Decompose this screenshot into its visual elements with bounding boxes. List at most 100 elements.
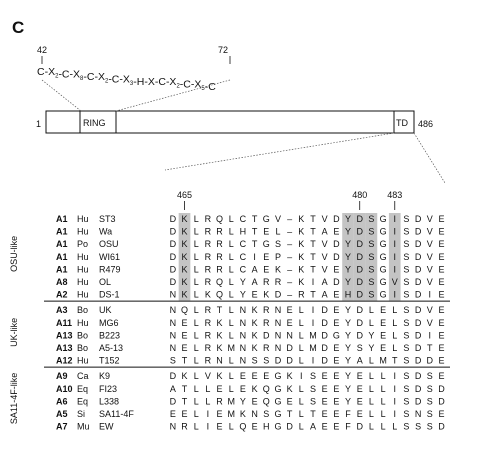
position-markers: 465 480 483 [177, 190, 402, 210]
motif-residue: -C [180, 79, 191, 91]
species-label: Si [77, 409, 85, 419]
strain-label: UK [99, 305, 112, 315]
alignment-rows: A1 Hu ST3 D K L R Q L C T G V – K T V D Y D S G I S D V E A1 Hu Wa D K L… [56, 214, 445, 432]
ring-domain-label: RING [83, 118, 106, 128]
alignment-row: A8 Hu OL D K L R Q L Y A R R – K I A D Y D S G V S D V E [56, 277, 444, 287]
motif-residue: -X [144, 76, 155, 88]
strain-label: R479 [99, 264, 121, 274]
protein-end-label: 486 [418, 119, 433, 129]
protein-schematic: 1 RING TD 486 [36, 79, 446, 184]
shaded-column [178, 213, 191, 301]
residue-sequence: D K L R Q L Y A R R – K I A D Y D S G V S D V E [170, 277, 445, 287]
residue-sequence: D K L R R L H T E L – K T A E Y D S G I S D V E [170, 227, 445, 237]
genotype-label: A11 [56, 318, 72, 328]
species-label: Bo [77, 330, 88, 340]
motif-residue: -C [58, 69, 69, 81]
alignment-row: A3 Bo UK N Q L R T L N K R N E L I D E Y D L E L S D V E [56, 305, 444, 315]
alignment-row: A6 Eq L338 D T L L R M Y E Q G E L S E E Y E L L I S D S D [56, 396, 445, 406]
residue-sequence: D K L R R L C I E P – K T V D Y D S G I S D V E [170, 252, 445, 262]
genotype-label: A1 [56, 264, 68, 274]
strain-label: ST3 [99, 214, 116, 224]
td-domain [393, 110, 415, 134]
alignment-row: A11 Hu MG6 N E L R K L N K R N E L I D E Y D L E L S D V E [56, 318, 444, 328]
species-label: Mu [77, 422, 90, 432]
species-label: Eq [77, 396, 88, 406]
sequence-alignment: 465 480 483 A1 Hu ST3 D K L R Q L C T G V – K T V D Y D S G I S D V… [9, 190, 450, 432]
motif-zoom-line-left [41, 79, 82, 112]
strain-label: T152 [99, 356, 120, 366]
alignment-row: A12 Hu T152 S T L R N L N S S D D L I D E Y A L M T S D D E [56, 356, 444, 366]
protein-start-label: 1 [36, 119, 41, 129]
genotype-label: A7 [56, 422, 68, 432]
genotype-label: A1 [56, 227, 68, 237]
species-label: Hu [77, 264, 89, 274]
species-label: Po [77, 239, 88, 249]
motif-residue: -X [191, 79, 202, 91]
genotype-label: A13 [56, 330, 73, 340]
genotype-label: A3 [56, 305, 68, 315]
species-label: Bo [77, 343, 88, 353]
group-label: OSU-like [9, 236, 19, 272]
motif-residue: -X [166, 76, 177, 88]
genotype-label: A5 [56, 409, 68, 419]
strain-label: Wa [99, 227, 112, 237]
position-marker-label: 483 [387, 190, 402, 200]
motif-residue: -C [108, 74, 119, 86]
motif-start-position: 42 [37, 45, 47, 55]
species-label: Hu [77, 277, 89, 287]
motif-residue: C [37, 66, 45, 78]
residue-sequence: D K L R R L C A E K – K T V E Y D S G I S D V E [170, 264, 445, 274]
strain-label: EW [99, 422, 114, 432]
group-label: UK-like [9, 318, 19, 347]
motif-residue: -X [94, 71, 105, 83]
species-label: Ca [77, 371, 89, 381]
genotype-label: A9 [56, 371, 68, 381]
motif-residue: -C [205, 81, 216, 93]
alignment-row: A9 Ca K9 D K L V K L E E E G K I S E E Y E L L I S D S E [56, 371, 444, 381]
ring-motif: 42 72 C-X2-C-X8-C-X2-C-X3-H-X-C-X2-C-X5-… [37, 45, 231, 93]
strain-label: MG6 [99, 318, 119, 328]
alignment-row: A1 Hu ST3 D K L R Q L C T G V – K T V D Y D S G I S D V E [56, 214, 444, 224]
species-label: Hu [77, 318, 89, 328]
genotype-label: A12 [56, 356, 73, 366]
alignment-row: A7 Mu EW N R L I E L Q E H G D L A E E F D L L L S S S D [56, 422, 445, 432]
strain-label: A5-13 [99, 343, 123, 353]
motif-residue: -X [45, 66, 56, 78]
species-label: Bo [77, 305, 88, 315]
alignment-row: A1 Po OSU D K L R R L C T G S – K T V D Y D S G I S D V E [56, 239, 444, 249]
genotype-label: A2 [56, 290, 68, 300]
group-labels: OSU-like UK-like SA11-4F-like [9, 236, 19, 424]
strain-label: OSU [99, 239, 119, 249]
genotype-label: A6 [56, 396, 68, 406]
genotype-label: A10 [56, 384, 73, 394]
shaded-column [365, 213, 378, 301]
motif-subscript: 2 [176, 84, 180, 90]
residue-sequence: D K L R Q L C T G V – K T V D Y D S G I S D V E [170, 214, 445, 224]
motif-residue: -H [133, 76, 144, 88]
strain-label: OL [99, 277, 111, 287]
species-label: Hu [77, 356, 89, 366]
motif-subscript: 3 [130, 81, 134, 87]
genotype-label: A1 [56, 239, 68, 249]
residue-sequence: N K L K Q L Y E K D – R T A E H D S G I S D I E [170, 290, 445, 300]
shaded-column [388, 213, 401, 301]
species-label: Hu [77, 252, 89, 262]
motif-sequence: C-X2-C-X8-C-X2-C-X3-H-X-C-X2-C-X5-C [37, 66, 216, 93]
species-label: Hu [77, 214, 89, 224]
position-marker-label: 465 [177, 190, 192, 200]
motif-subscript: 5 [201, 86, 205, 92]
motif-subscript: 2 [105, 79, 109, 85]
strain-label: FI23 [99, 384, 117, 394]
motif-residue: -X [70, 69, 81, 81]
td-zoom-line-left [164, 132, 395, 171]
alignment-row: A2 Hu DS-1 N K L K Q L Y E K D – R T A E H D S G I S D I E [56, 290, 444, 300]
motif-residue: -X [119, 74, 130, 86]
genotype-label: A13 [56, 343, 73, 353]
